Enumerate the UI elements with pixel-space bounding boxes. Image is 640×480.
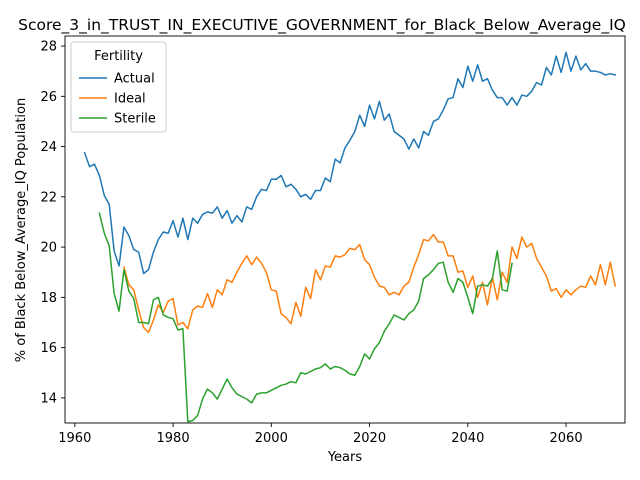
series-line-sterile [98, 212, 513, 423]
x-tick-label: 2020 [353, 431, 386, 446]
x-tick-label: 1980 [157, 431, 190, 446]
legend-label-sterile: Sterile [114, 112, 156, 127]
y-tick-label: 28 [40, 40, 57, 55]
legend-label-ideal: Ideal [114, 92, 146, 107]
y-tick-label: 24 [40, 140, 57, 155]
y-tick-label: 16 [40, 341, 57, 356]
y-tick-label: 26 [40, 90, 57, 105]
series-line-ideal [123, 233, 617, 334]
legend-title: Fertility [94, 49, 143, 64]
x-tick-label: 1960 [58, 431, 91, 446]
y-axis-label: % of Black Below_Average_IQ Population [14, 98, 29, 362]
series-layer [83, 51, 617, 423]
plot-frame [64, 35, 626, 424]
series-line-actual [83, 51, 617, 275]
x-tick-label: 2040 [451, 431, 484, 446]
legend-label-actual: Actual [114, 72, 155, 87]
y-tick-label: 20 [40, 241, 57, 256]
legend: Fertility Actual Ideal Sterile [70, 41, 167, 133]
y-tick-label: 14 [40, 391, 57, 406]
x-axis-label: Years [327, 450, 363, 465]
y-axis: 14 16 18 20 22 24 26 28 [40, 40, 65, 406]
x-axis: 1960 1980 2000 2020 2040 2060 [58, 423, 583, 446]
x-tick-label: 2000 [255, 431, 288, 446]
y-tick-label: 18 [40, 291, 57, 306]
x-tick-label: 2060 [550, 431, 583, 446]
chart-title: Score_3_in_TRUST_IN_EXECUTIVE_GOVERNMENT… [18, 16, 626, 35]
legend-box [70, 41, 167, 133]
y-tick-label: 22 [40, 190, 57, 205]
